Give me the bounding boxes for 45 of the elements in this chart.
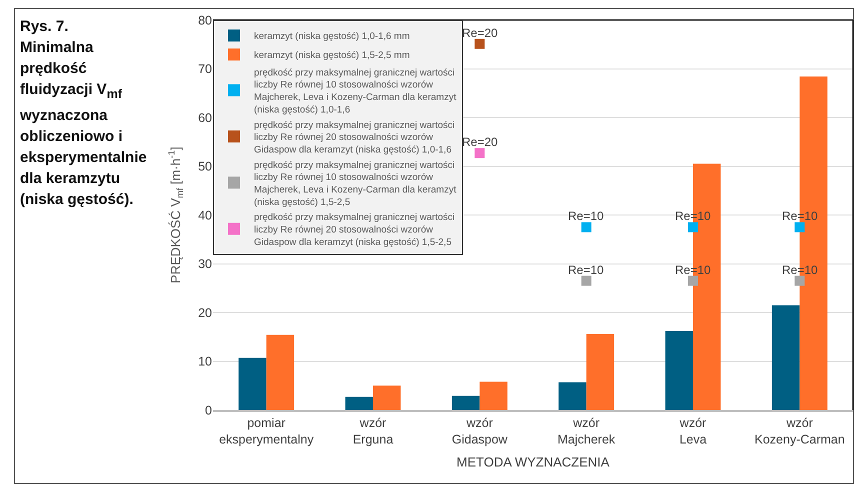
point xyxy=(474,148,485,158)
bar xyxy=(558,382,586,410)
annotation: Re=10 xyxy=(568,209,604,223)
annotation: Re=20 xyxy=(462,26,498,40)
bar xyxy=(772,305,800,410)
bar xyxy=(665,331,693,410)
y-tick-label: 20 xyxy=(198,306,212,320)
bar xyxy=(480,382,508,410)
y-tick-label: 80 xyxy=(198,13,212,28)
point xyxy=(794,222,805,232)
annotation: Re=10 xyxy=(568,263,604,277)
bar xyxy=(452,396,480,410)
point xyxy=(688,222,698,232)
y-tick-label: 60 xyxy=(198,110,212,125)
point xyxy=(581,276,592,286)
legend-label: prędkość przy maksymalnej granicznej wartości liczby Re równej 20 stosowalności wzorów Gidaspow dla keramzyt (niska gęstość) 1,0-1,6 xyxy=(254,120,455,156)
point xyxy=(581,222,592,232)
y-tick-label: 10 xyxy=(198,354,212,369)
point xyxy=(794,276,805,286)
legend-label: keramzyt (niska gęstość) 1,5-2,5 mm xyxy=(254,50,410,62)
annotation: Re=20 xyxy=(462,135,498,149)
y-tick-label: 40 xyxy=(198,208,212,222)
y-tick-label: 70 xyxy=(198,62,212,76)
y-tick-label: 0 xyxy=(205,403,212,418)
legend-label: prędkość przy maksymalnej granicznej wartości liczby Re równej 10 stosowalności wzorów Majcherek, Leva i Kozeny-Carman dla keramzyt (niska gęstość) 1,5-2,5 xyxy=(254,160,457,208)
x-tick-label: wzór Majcherek xyxy=(557,416,616,446)
y-tick-label: 50 xyxy=(198,160,212,174)
bar xyxy=(373,386,401,410)
x-axis-title: METODA WYZNACZENIA xyxy=(456,454,610,470)
bar xyxy=(586,334,614,410)
x-tick-label: wzór Erguna xyxy=(352,416,394,446)
x-tick-label: pomiar eksperymentalny xyxy=(219,416,314,446)
bar xyxy=(238,358,266,410)
x-tick-label: wzór Leva xyxy=(678,416,707,446)
point xyxy=(474,38,485,49)
legend-label: prędkość przy maksymalnej granicznej wartości liczby Re równej 20 stosowalności wzorów Gidaspow dla keramzyt (niska gęstość) 1,5-2,5 xyxy=(254,212,455,248)
legend-label: keramzyt (niska gęstość) 1,0-1,6 mm xyxy=(254,31,410,42)
chart-title: Rys. 7. Minimalna prędkość fluidyzacji V$_{mf}$ wyznaczona obliczeniowo i eksperymentalnie dla keramzytu (niska gęstość). xyxy=(20,18,147,208)
x-tick-label: wzór Gidaspow xyxy=(452,416,508,446)
y-tick-label: 30 xyxy=(198,257,212,272)
x-tick-label: wzór Kozeny-Carman xyxy=(754,416,845,446)
point xyxy=(688,276,698,286)
legend-label: prędkość przy maksymalnej granicznej wartości liczby Re równej 10 stosowalności wzorów Majcherek, Leva i Kozeny-Carman dla keramzyt (niska gęstość) 1,0-1,6 xyxy=(254,67,457,116)
bar xyxy=(345,396,373,410)
bar xyxy=(266,334,294,410)
